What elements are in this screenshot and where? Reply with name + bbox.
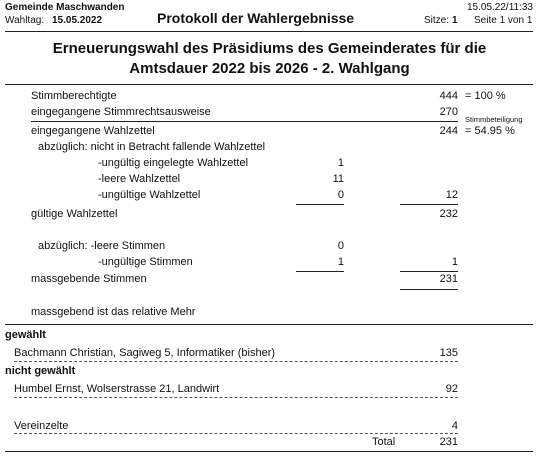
- decisive-votes-underline: [400, 289, 458, 290]
- received-ballots-label: eingegangene Wahlzettel: [31, 125, 155, 137]
- majority-note: massgebend ist das relative Mehr: [31, 306, 196, 318]
- invalid-ballots-underline: [296, 204, 344, 205]
- elected-heading: gewählt: [5, 329, 46, 341]
- deduction2-total: 1: [451, 256, 458, 268]
- page-info: Seite 1 von 1: [474, 15, 533, 26]
- received-ids-label: eingegangene Stimmrechtsausweise: [31, 106, 211, 118]
- empty-votes-value: 0: [337, 240, 344, 252]
- deduction2-label: abzüglich: -leere Stimmen: [38, 240, 166, 252]
- header-divider: [5, 31, 533, 32]
- deduction-label: abzüglich: nicht in Betracht fallende Wa…: [38, 141, 266, 153]
- invalid-ballots-label: -ungültige Wahlzettel: [98, 189, 201, 201]
- received-ballots-percent: = 54.95 %: [465, 125, 515, 137]
- not-elected-candidate-name: Humbel Ernst, Wolserstrasse 21, Landwirt: [14, 383, 220, 395]
- valid-ballots-value: 232: [439, 208, 458, 220]
- received-ballots-value: 244: [439, 125, 458, 137]
- scattered-label: Vereinzelte: [14, 420, 69, 432]
- scattered-row-separator: [14, 433, 458, 434]
- elected-candidate-votes: 135: [439, 347, 458, 359]
- invalid-votes-value: 1: [337, 256, 344, 268]
- invalid-votes-label: -ungültige Stimmen: [98, 256, 193, 268]
- empty-ballots-label: -leere Wahlzettel: [98, 173, 181, 185]
- title-divider: [5, 84, 533, 85]
- eligible-percent: = 100 %: [465, 90, 506, 102]
- voting-day-value: 15.05.2022: [52, 15, 103, 26]
- results-divider: [5, 324, 533, 325]
- empty-ballots-value: 11: [332, 173, 344, 185]
- municipality-name: Gemeinde Maschwanden: [5, 2, 125, 13]
- decisive-votes-value: 231: [439, 273, 458, 285]
- eligible-value: 444: [439, 90, 458, 102]
- decisive-votes-label: massgebende Stimmen: [31, 273, 147, 285]
- received-ids-value: 270: [439, 106, 458, 118]
- voting-day-label: Wahltag:: [5, 15, 45, 26]
- election-title-line1: Erneuerungswahl des Präsidiums des Gemei…: [52, 40, 487, 57]
- deduction2-total-underline: [400, 271, 458, 272]
- invalid-ballots-value: 0: [337, 189, 344, 201]
- scattered-value: 4: [451, 420, 458, 432]
- elected-row-separator: [14, 361, 458, 362]
- timestamp: 15.05.22/11:33: [467, 2, 533, 13]
- not-elected-candidate-votes: 92: [445, 383, 458, 395]
- document-title: Protokoll der Wahlergebnisse: [157, 10, 355, 26]
- total-label: Total: [372, 436, 396, 448]
- not-elected-heading: nicht gewählt: [5, 365, 76, 377]
- seats-label: Sitze:: [424, 15, 450, 26]
- invalid-votes-underline: [296, 271, 344, 272]
- received-ids-underline: [31, 121, 458, 122]
- turnout-label: Stimmbeteiligung: [465, 115, 523, 124]
- eligible-label: Stimmberechtigte: [31, 90, 117, 102]
- not-elected-row-separator: [14, 397, 458, 398]
- total-value: 231: [439, 436, 458, 448]
- deduction-total: 12: [445, 189, 458, 201]
- invalid-inserted-value: 1: [337, 157, 344, 169]
- invalid-inserted-label: -ungültig eingelegte Wahlzettel: [98, 157, 249, 169]
- footer-divider: [5, 451, 533, 452]
- election-title-line2: Amtsdauer 2022 bis 2026 - 2. Wahlgang: [129, 60, 410, 77]
- deduction-total-underline: [400, 204, 458, 205]
- seats-value: 1: [452, 15, 458, 26]
- valid-ballots-label: gültige Wahlzettel: [31, 208, 118, 220]
- elected-candidate-name: Bachmann Christian, Sagiweg 5, Informati…: [14, 347, 276, 359]
